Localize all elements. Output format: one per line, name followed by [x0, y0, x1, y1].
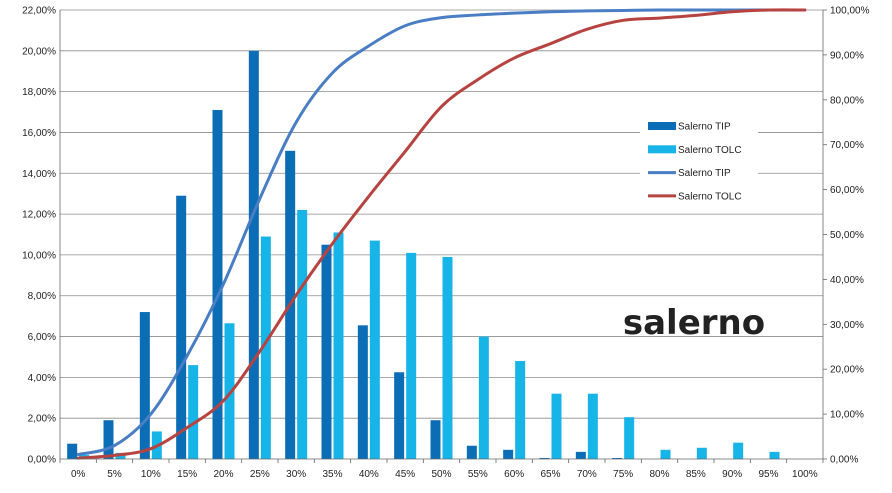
bar [660, 449, 671, 459]
x-tick-label: 15% [177, 469, 197, 480]
legend-label: Salerno TIP [678, 168, 731, 179]
bar [575, 451, 586, 459]
y-right-tick-label: 100,00% [830, 6, 870, 17]
bar [212, 110, 223, 459]
x-tick-label: 40% [359, 469, 379, 480]
bar [357, 325, 368, 459]
y-right-tick-label: 0,00% [830, 455, 858, 466]
x-tick-label: 75% [613, 469, 633, 480]
y-right-tick-label: 90,00% [830, 50, 864, 61]
y-right-tick-label: 50,00% [830, 230, 864, 241]
bar [612, 457, 623, 459]
bar [176, 195, 187, 460]
y-left-tick-label: 10,00% [22, 250, 56, 261]
bar [67, 443, 78, 459]
y-right-tick-label: 40,00% [830, 275, 864, 286]
x-tick-label: 95% [758, 469, 778, 480]
x-tick-label: 5% [107, 469, 122, 480]
bar [139, 312, 150, 459]
legend-label: Salerno TOLC [678, 191, 742, 202]
x-tick-label: 60% [504, 469, 524, 480]
bar [503, 449, 514, 459]
y-left-tick-label: 14,00% [22, 169, 56, 180]
y-right-tick-label: 60,00% [830, 185, 864, 196]
bar [297, 210, 308, 459]
legend-swatch [648, 145, 676, 154]
y-left-tick-label: 4,00% [28, 373, 56, 384]
y-right-tick-label: 30,00% [830, 320, 864, 331]
y-left-tick-label: 0,00% [28, 455, 56, 466]
y-left-tick-label: 6,00% [28, 332, 56, 343]
bar [587, 393, 598, 459]
y-left-tick-label: 12,00% [22, 210, 56, 221]
bar [224, 323, 235, 459]
bar [321, 244, 332, 459]
x-tick-label: 35% [322, 469, 342, 480]
x-tick-label: 10% [141, 469, 161, 480]
y-left-tick-label: 2,00% [28, 414, 56, 425]
bar [624, 417, 635, 459]
x-tick-label: 30% [286, 469, 306, 480]
bar [466, 445, 477, 459]
x-tick-label: 100% [792, 469, 818, 480]
bar [333, 232, 344, 459]
y-left-tick-label: 20,00% [22, 46, 56, 57]
bar [248, 50, 259, 460]
bar [539, 457, 550, 459]
series-line [76, 8, 807, 457]
y-right-tick-label: 70,00% [830, 140, 864, 151]
watermark-text: salerno [623, 303, 765, 343]
bar [515, 361, 526, 459]
bar [406, 252, 417, 459]
bar [696, 447, 707, 459]
legend-label: Salerno TOLC [678, 145, 742, 156]
bar [369, 240, 380, 459]
bar [478, 336, 489, 459]
x-tick-label: 20% [213, 469, 233, 480]
gridlines [60, 9, 823, 419]
y-left-tick-label: 8,00% [28, 291, 56, 302]
bar [188, 365, 199, 459]
bar [769, 451, 780, 459]
y-right-tick-label: 80,00% [830, 95, 864, 106]
bar [103, 420, 114, 459]
y-left-tick-label: 18,00% [22, 87, 56, 98]
bar [260, 236, 271, 459]
bar [551, 393, 562, 459]
x-tick-label: 0% [71, 469, 86, 480]
x-tick-label: 65% [540, 469, 560, 480]
bar [733, 442, 744, 459]
x-tick-label: 55% [468, 469, 488, 480]
x-tick-label: 80% [649, 469, 669, 480]
bar [394, 372, 405, 459]
legend-swatch [648, 122, 676, 130]
x-tick-label: 90% [722, 469, 742, 480]
legend-label: Salerno TIP [678, 122, 731, 133]
legend: Salerno TIP Salerno TOLC Salerno TIP Salern… [640, 110, 758, 210]
series-line [76, 8, 807, 460]
x-tick-label: 85% [686, 469, 706, 480]
x-tick-label: 25% [250, 469, 270, 480]
y-left-tick-label: 22,00% [22, 6, 56, 17]
tick-labels: 0,00% 2,00% 4,00% 6,00% 8,00% 10,00% 12,00% 14,… [22, 6, 870, 481]
cumulative-lines [76, 8, 807, 460]
x-tick-label: 70% [577, 469, 597, 480]
x-tick-label: 50% [431, 469, 451, 480]
axes [59, 9, 827, 463]
y-right-tick-label: 20,00% [830, 365, 864, 376]
x-tick-label: 45% [395, 469, 415, 480]
bar [430, 420, 441, 459]
y-right-tick-label: 10,00% [830, 410, 864, 421]
bar [442, 256, 453, 459]
y-left-tick-label: 16,00% [22, 128, 56, 139]
